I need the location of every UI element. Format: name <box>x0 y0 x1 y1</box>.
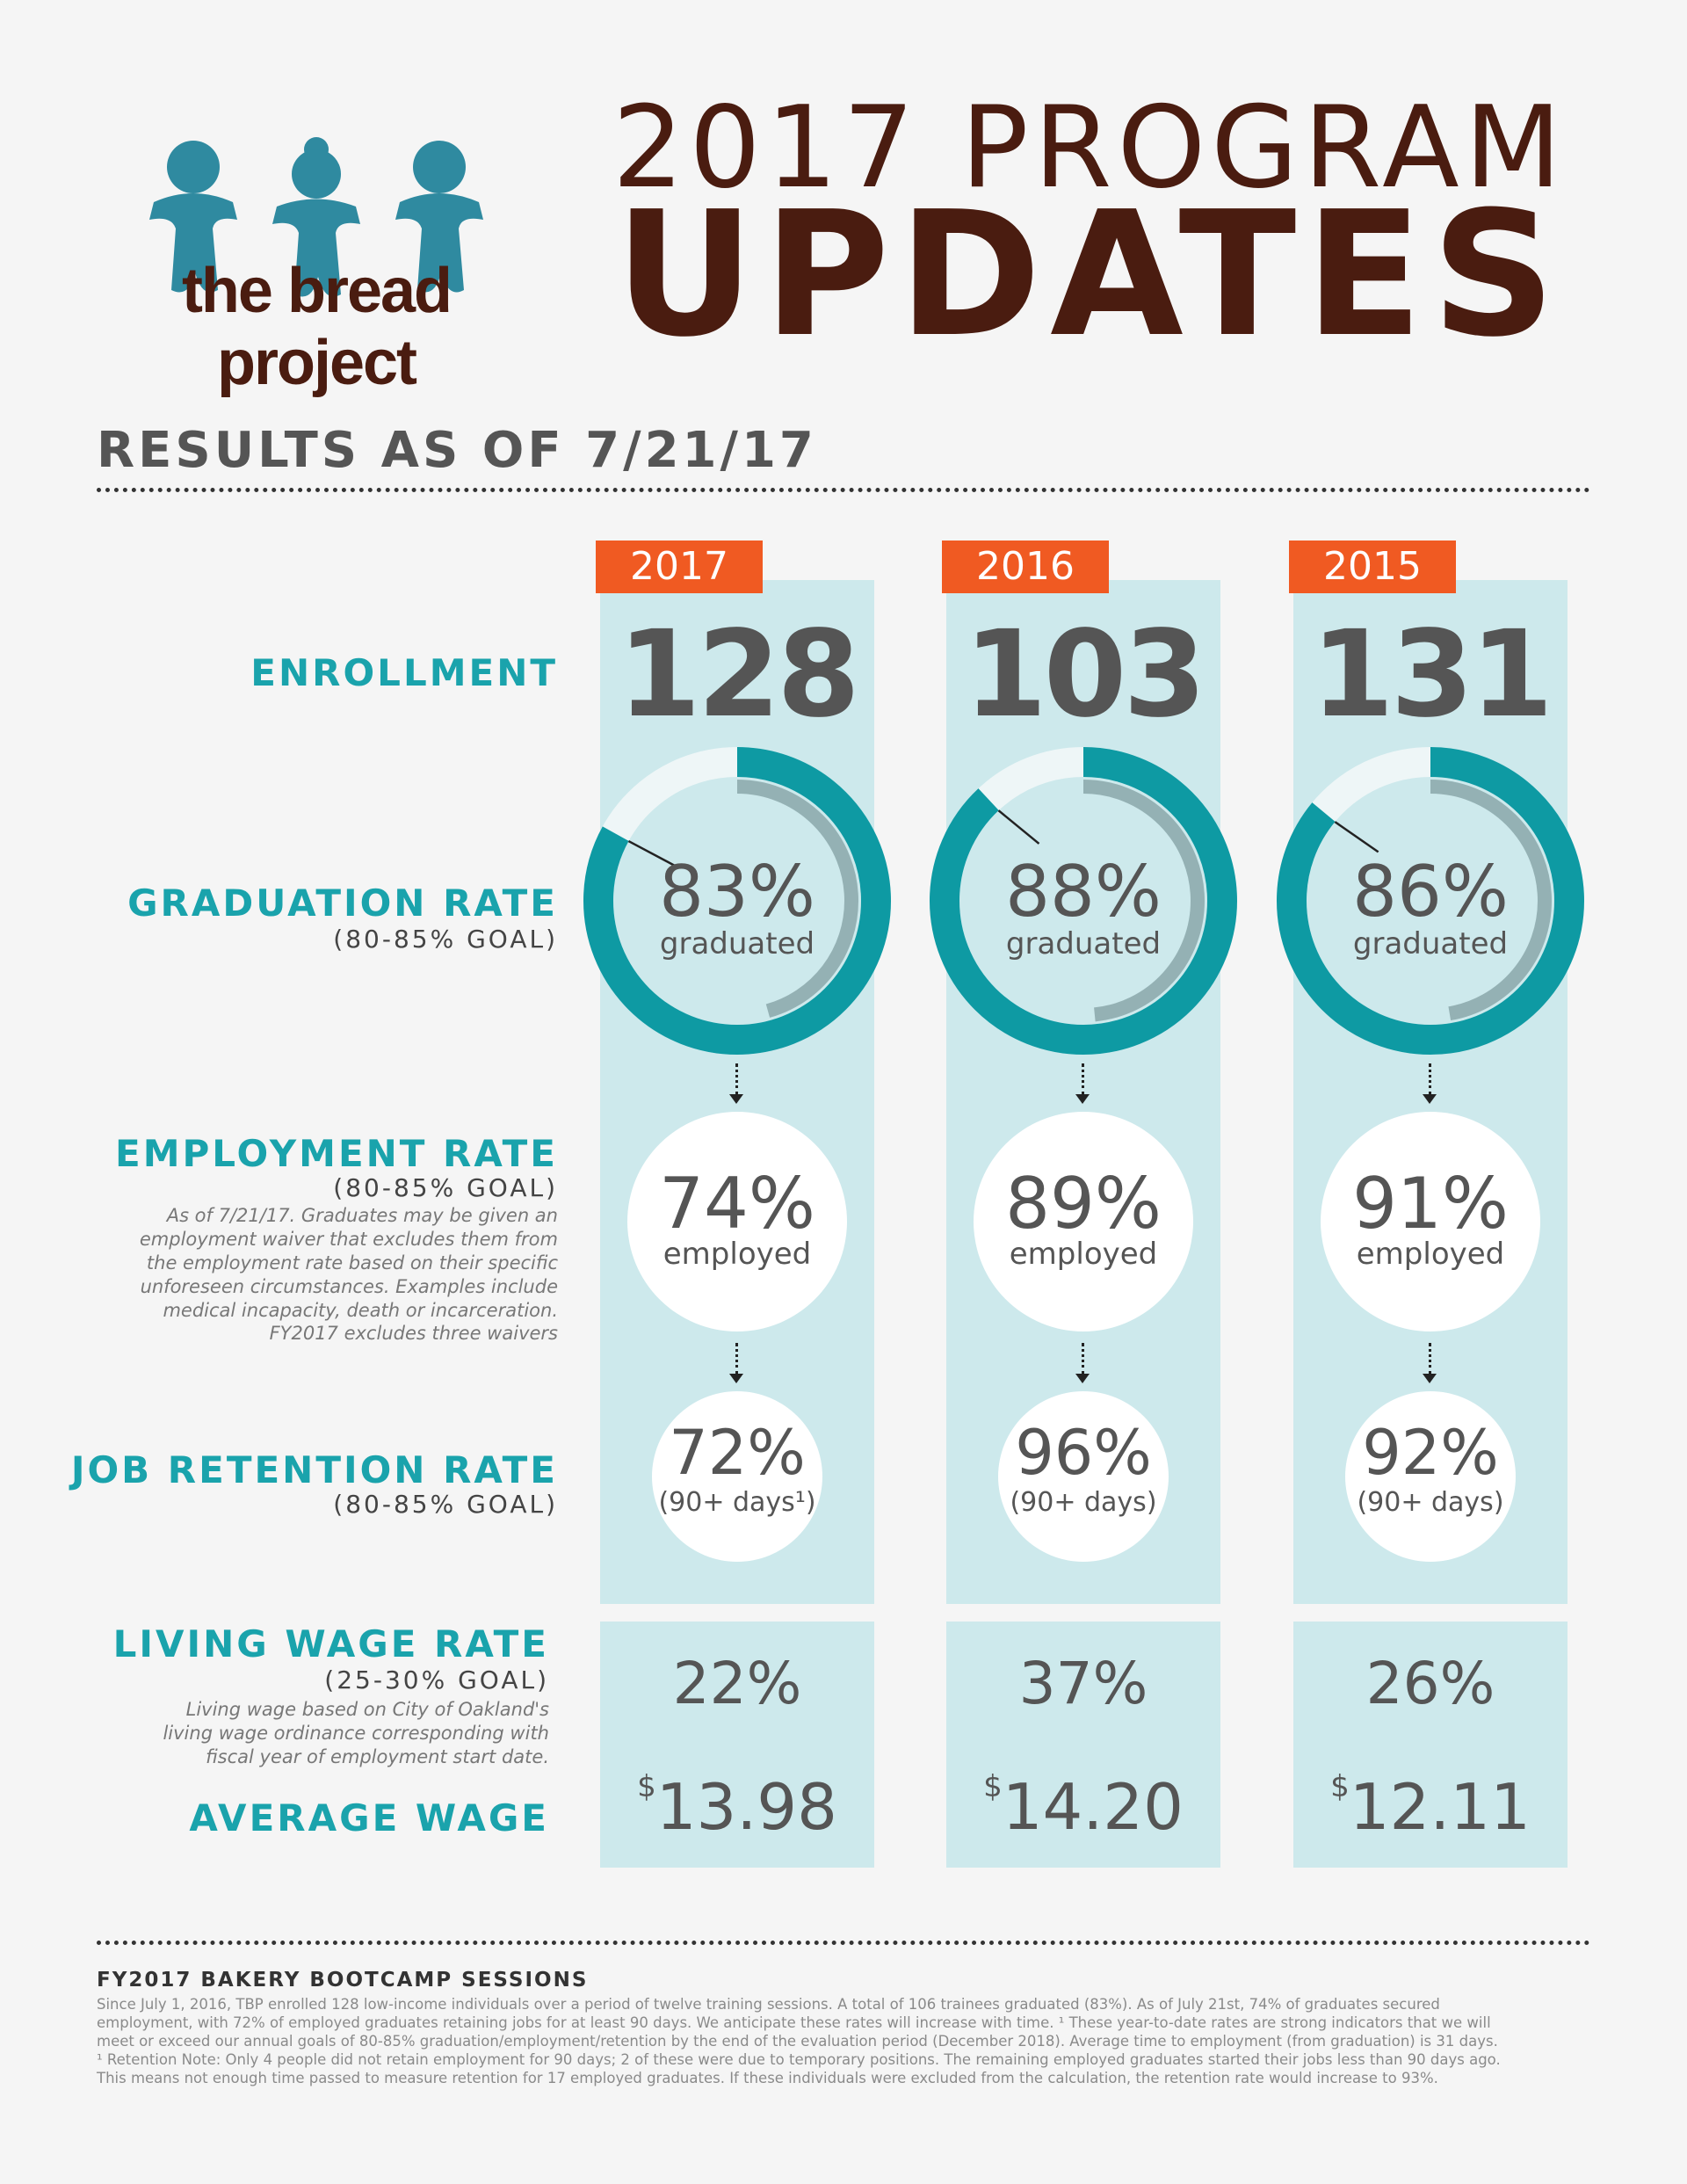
footer-line: This means not enough time passed to mea… <box>97 2070 1438 2087</box>
year-tab: 2016 <box>942 541 1109 593</box>
wage-amount: 12.11 <box>1349 1770 1531 1844</box>
column-panel-bottom <box>946 1622 1220 1868</box>
footer-line: Since July 1, 2016, TBP enrolled 128 low… <box>97 1996 1440 2013</box>
graduation-percent: 86% <box>1352 851 1509 932</box>
year-tab: 2017 <box>596 541 763 593</box>
footer-line: employment, with 72% of employed graduat… <box>97 2014 1491 2032</box>
living-wage-note: Living wage based on City of Oakland's l… <box>57 1698 549 1769</box>
employment-sub-label: employed <box>1009 1237 1158 1272</box>
employment-note-line: unforeseen circumstances. Examples inclu… <box>140 1275 558 1297</box>
down-arrow-icon <box>1075 1063 1090 1104</box>
graduation-ring-chart <box>930 747 1237 1055</box>
divider-top <box>97 488 1590 492</box>
retention-circle <box>1345 1391 1516 1562</box>
graduation-pointer <box>627 839 677 867</box>
living-wage-percent: 22% <box>672 1650 802 1717</box>
footer-title: FY2017 BAKERY BOOTCAMP SESSIONS <box>97 1969 589 1992</box>
average-wage-value: $14.20 <box>946 1772 1220 1839</box>
down-arrow-icon <box>1423 1063 1437 1104</box>
down-arrow-icon <box>1075 1343 1090 1383</box>
living-wage-label: LIVING WAGE RATE <box>112 1622 549 1665</box>
gingerbread-figures-icon <box>149 137 483 297</box>
graduation-arc <box>930 747 1237 1055</box>
retention-sub-label: (90+ days) <box>1010 1487 1157 1518</box>
graduation-goal: (80-85% GOAL) <box>333 925 558 954</box>
retention-percent: 96% <box>1015 1417 1152 1489</box>
graduation-hatch <box>962 780 1205 1022</box>
living-wage-percent: 37% <box>1018 1650 1148 1717</box>
graduation-sub-label: graduated <box>1005 926 1162 961</box>
graduation-arc <box>1277 747 1584 1055</box>
divider-bottom <box>97 1941 1590 1945</box>
wage-amount: 14.20 <box>1002 1770 1184 1844</box>
employment-note-line: employment waiver that excludes them fro… <box>139 1228 558 1250</box>
employment-sub-label: employed <box>1356 1237 1505 1272</box>
graduation-arc <box>583 747 891 1055</box>
down-arrow-icon <box>1423 1343 1437 1383</box>
employment-note-line: the employment rate based on their speci… <box>146 1252 558 1273</box>
graduation-pointer <box>1334 821 1379 853</box>
graduation-sub-label: graduated <box>659 926 815 961</box>
down-arrow-icon <box>729 1343 743 1383</box>
employment-goal: (80-85% GOAL) <box>333 1173 558 1202</box>
graduation-ring-chart <box>1277 747 1584 1055</box>
down-arrow-icon <box>729 1063 743 1104</box>
title-line-1: 2017 PROGRAM <box>612 83 1568 214</box>
enrollment-label: ENROLLMENT <box>250 651 558 694</box>
graduation-ring-chart <box>583 747 891 1055</box>
year-tab: 2015 <box>1289 541 1456 593</box>
employment-note-line: FY2017 excludes three waivers <box>269 1323 558 1345</box>
employment-label: EMPLOYMENT RATE <box>115 1132 558 1175</box>
employment-circle <box>627 1112 847 1331</box>
currency-symbol: $ <box>1330 1769 1350 1804</box>
enrollment-value: 131 <box>1311 606 1553 744</box>
retention-circle <box>652 1391 822 1562</box>
graduation-hatch <box>616 780 858 1022</box>
enrollment-value: 103 <box>964 606 1206 744</box>
employment-percent: 89% <box>1005 1163 1162 1244</box>
average-wage-value: $12.11 <box>1293 1772 1568 1839</box>
column-panel-bottom <box>1293 1622 1568 1868</box>
bread-project-logo <box>149 137 483 297</box>
living-wage-percent: 26% <box>1365 1650 1495 1717</box>
retention-percent: 72% <box>669 1417 806 1489</box>
footer-text: Since July 1, 2016, TBP enrolled 128 low… <box>97 1995 1590 2088</box>
employment-circle <box>974 1112 1193 1331</box>
retention-percent: 92% <box>1362 1417 1499 1489</box>
graduation-percent: 83% <box>659 851 815 932</box>
graduation-percent: 88% <box>1005 851 1162 932</box>
enrollment-value: 128 <box>618 606 860 744</box>
graduation-sub-label: graduated <box>1352 926 1509 961</box>
average-wage-label: AVERAGE WAGE <box>189 1796 549 1839</box>
currency-symbol: $ <box>637 1769 656 1804</box>
living-wage-note-line: Living wage based on City of Oakland's <box>185 1699 549 1720</box>
currency-symbol: $ <box>983 1769 1003 1804</box>
retention-goal: (80-85% GOAL) <box>333 1490 558 1519</box>
living-wage-note-line: fiscal year of employment start date. <box>206 1745 549 1767</box>
employment-note: As of 7/21/17. Graduates may be given an… <box>66 1204 558 1346</box>
retention-label: JOB RETENTION RATE <box>70 1448 558 1491</box>
graduation-hatch <box>1309 780 1552 1022</box>
living-wage-goal: (25-30% GOAL) <box>324 1665 549 1694</box>
logo-text: the bread project <box>181 256 453 398</box>
results-heading: RESULTS AS OF 7/21/17 <box>97 422 817 479</box>
footer-line: meet or exceed our annual goals of 80-85… <box>97 2033 1498 2050</box>
employment-percent: 91% <box>1352 1163 1509 1244</box>
average-wage-value: $13.98 <box>600 1772 874 1839</box>
footer-line: ¹ Retention Note: Only 4 people did not … <box>97 2051 1501 2069</box>
living-wage-note-line: living wage ordinance corresponding with <box>163 1722 549 1744</box>
column-panel-bottom <box>600 1622 874 1868</box>
graduation-label: GRADUATION RATE <box>127 882 558 925</box>
graduation-pointer <box>997 809 1040 845</box>
title-line-2: UPDATES <box>614 175 1565 375</box>
employment-note-line: As of 7/21/17. Graduates may be given an <box>166 1205 558 1226</box>
employment-circle <box>1321 1112 1540 1331</box>
retention-sub-label: (90+ days) <box>1357 1487 1504 1518</box>
employment-percent: 74% <box>659 1163 815 1244</box>
retention-sub-label: (90+ days¹) <box>658 1487 816 1518</box>
employment-sub-label: employed <box>662 1237 812 1272</box>
employment-note-line: medical incapacity, death or incarcerati… <box>163 1299 558 1321</box>
wage-amount: 13.98 <box>655 1770 837 1844</box>
retention-circle <box>998 1391 1169 1562</box>
